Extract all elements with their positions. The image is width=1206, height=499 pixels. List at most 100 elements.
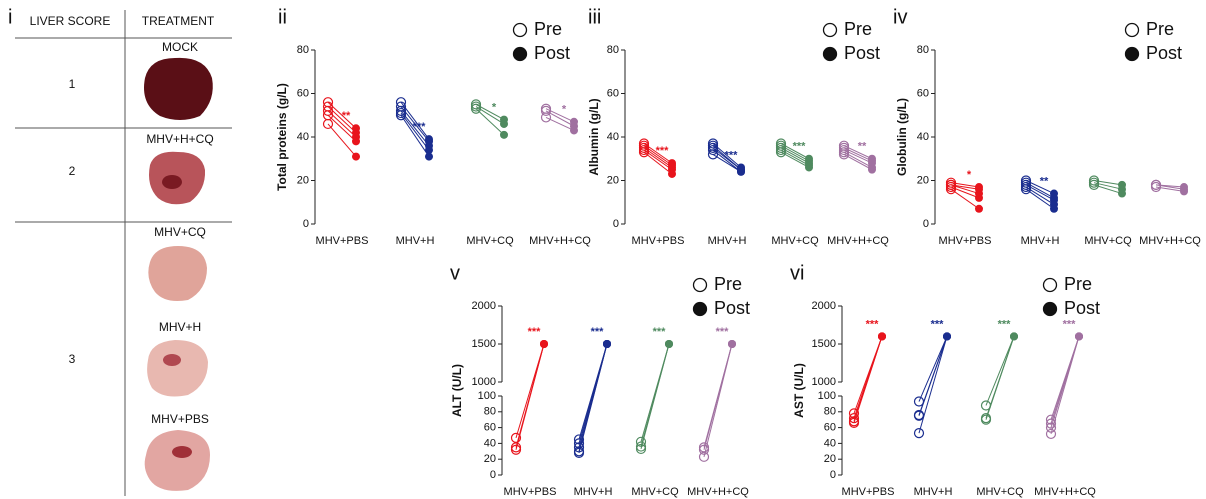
x-tick-label: MHV+CQ <box>1084 235 1132 247</box>
pre-point <box>848 413 860 424</box>
x-tick-label: MHV+PBS <box>842 486 895 498</box>
pre-point <box>1045 422 1057 433</box>
pair-line <box>1025 188 1055 210</box>
x-tick-label: MHV+PBS <box>316 235 369 247</box>
pre-point <box>707 144 719 156</box>
y-tick-label: 0 <box>490 469 496 481</box>
significance-label: *** <box>656 145 670 157</box>
significance-label: * <box>967 169 972 181</box>
panel-label: i <box>8 6 12 28</box>
y-tick-label: 0 <box>923 218 929 230</box>
y-tick-label: 60 <box>917 87 929 99</box>
pre-point <box>980 414 992 425</box>
pre-point <box>638 147 650 158</box>
x-tick-label: MHV+H+CQ <box>1034 486 1096 498</box>
post-point <box>540 340 548 348</box>
chart-panel: iv Globulin (g/L) 0 20 40 60 80 MHV+PBS * MHV+H **… <box>893 6 1201 247</box>
liver-image <box>144 430 210 491</box>
liver-image <box>147 340 208 397</box>
legend-label: Pre <box>1146 19 1174 39</box>
pre-point <box>945 184 957 195</box>
pre-point <box>698 444 710 455</box>
pre-point <box>635 443 647 455</box>
y-tick-label: 2000 <box>472 300 496 312</box>
post-point <box>665 340 673 348</box>
pre-point <box>510 444 522 455</box>
post-point <box>1118 189 1126 198</box>
legend-marker <box>1124 22 1140 38</box>
legend-label: Pre <box>714 274 742 294</box>
header-cell: TREATMENT <box>142 14 215 28</box>
y-tick-label: 60 <box>484 422 496 434</box>
x-tick-label: MHV+CQ <box>466 235 514 247</box>
y-axis-label: Globulin (g/L) <box>895 98 909 176</box>
pre-point <box>573 447 585 458</box>
x-tick-label: MHV+H+CQ <box>1139 235 1201 247</box>
x-tick-label: MHV+H <box>574 486 613 498</box>
y-tick-label: 60 <box>297 87 309 99</box>
pre-point <box>540 112 552 123</box>
pre-point <box>1020 184 1032 195</box>
legend-marker <box>1042 301 1058 317</box>
pre-point <box>913 410 925 421</box>
pair-line <box>853 336 883 424</box>
liver-image-detail <box>163 354 181 366</box>
pre-point <box>322 118 334 130</box>
score-cell: 1 <box>69 77 76 91</box>
y-tick-label: 100 <box>478 390 496 402</box>
pre-point <box>395 110 407 121</box>
pair-line <box>475 108 505 136</box>
liver-image-detail <box>162 175 182 189</box>
x-tick-label: MHV+H+CQ <box>827 235 889 247</box>
significance-label: *** <box>528 326 542 338</box>
significance-label: *** <box>716 326 730 338</box>
legend-label: Pre <box>1064 274 1092 294</box>
pair-line <box>918 336 948 402</box>
pair-line <box>712 153 742 173</box>
pre-point <box>980 400 992 411</box>
legend-label: Post <box>1064 298 1100 318</box>
treatment-cell: MHV+CQ <box>154 225 206 239</box>
panel-label: iii <box>588 6 601 28</box>
x-tick-label: MHV+CQ <box>771 235 819 247</box>
significance-label: ** <box>342 110 351 122</box>
post-point <box>500 119 508 128</box>
legend-label: Post <box>844 43 880 63</box>
y-tick-label: 100 <box>818 390 836 402</box>
legend-label: Pre <box>844 19 872 39</box>
post-point <box>352 152 360 161</box>
post-point <box>878 332 886 341</box>
y-axis-label: ALT (U/L) <box>450 364 464 417</box>
post-point <box>975 204 983 213</box>
y-tick-label: 0 <box>303 218 309 230</box>
y-tick-label: 20 <box>484 453 496 465</box>
pre-point <box>540 105 552 117</box>
y-axis-label: Total proteins (g/L) <box>275 83 289 191</box>
legend-label: Post <box>534 43 570 63</box>
pair-line <box>327 114 357 142</box>
significance-label: *** <box>591 326 605 338</box>
y-tick-label: 20 <box>607 174 619 186</box>
pair-line <box>780 151 810 168</box>
y-tick-label: 20 <box>297 174 309 186</box>
legend-marker <box>512 46 528 62</box>
y-tick-label: 40 <box>297 131 309 143</box>
pair-line <box>515 343 545 450</box>
post-point <box>425 146 433 155</box>
pre-point <box>322 105 334 117</box>
y-tick-label: 40 <box>824 437 836 449</box>
pre-point <box>1150 181 1162 193</box>
pre-point <box>470 103 482 114</box>
panel-label: ii <box>278 6 287 28</box>
x-tick-label: MHV+H+CQ <box>687 486 749 498</box>
liver-image <box>144 57 213 120</box>
pre-point <box>1088 179 1100 190</box>
pre-point <box>848 417 860 428</box>
x-tick-label: MHV+H <box>396 235 435 247</box>
legend-marker <box>1042 277 1058 293</box>
significance-label: ** <box>1040 175 1049 187</box>
panel-label: iv <box>893 6 907 28</box>
y-tick-label: 1500 <box>812 338 836 350</box>
y-tick-label: 60 <box>607 87 619 99</box>
